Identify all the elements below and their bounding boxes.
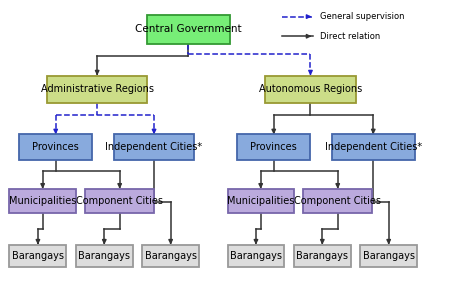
FancyBboxPatch shape xyxy=(237,134,310,160)
Text: Barangays: Barangays xyxy=(78,251,130,261)
FancyBboxPatch shape xyxy=(332,134,415,160)
FancyBboxPatch shape xyxy=(114,134,194,160)
FancyBboxPatch shape xyxy=(228,245,284,267)
FancyBboxPatch shape xyxy=(294,245,351,267)
FancyBboxPatch shape xyxy=(19,134,92,160)
Text: Independent Cities*: Independent Cities* xyxy=(106,142,202,152)
FancyBboxPatch shape xyxy=(147,15,230,44)
Text: Independent Cities*: Independent Cities* xyxy=(325,142,422,152)
Text: Barangays: Barangays xyxy=(145,251,197,261)
Text: Municipalities: Municipalities xyxy=(9,196,76,206)
Text: General supervision: General supervision xyxy=(320,12,404,21)
Text: Component Cities: Component Cities xyxy=(76,196,163,206)
Text: Provinces: Provinces xyxy=(32,142,79,152)
Text: Component Cities: Component Cities xyxy=(294,196,381,206)
Text: Central Government: Central Government xyxy=(135,24,242,34)
Text: Barangays: Barangays xyxy=(12,251,64,261)
FancyBboxPatch shape xyxy=(265,76,356,103)
Text: Barangays: Barangays xyxy=(296,251,348,261)
Text: Barangays: Barangays xyxy=(363,251,415,261)
FancyBboxPatch shape xyxy=(303,189,372,213)
Text: Administrative Regions: Administrative Regions xyxy=(41,84,154,94)
FancyBboxPatch shape xyxy=(142,245,199,267)
FancyBboxPatch shape xyxy=(85,189,154,213)
FancyBboxPatch shape xyxy=(76,245,133,267)
Text: Municipalities: Municipalities xyxy=(227,196,294,206)
Text: Direct relation: Direct relation xyxy=(320,32,380,41)
FancyBboxPatch shape xyxy=(228,189,294,213)
FancyBboxPatch shape xyxy=(47,76,147,103)
Text: Barangays: Barangays xyxy=(230,251,282,261)
FancyBboxPatch shape xyxy=(360,245,417,267)
Text: Provinces: Provinces xyxy=(250,142,297,152)
FancyBboxPatch shape xyxy=(9,189,76,213)
Text: Autonomous Regions: Autonomous Regions xyxy=(259,84,362,94)
FancyBboxPatch shape xyxy=(9,245,66,267)
